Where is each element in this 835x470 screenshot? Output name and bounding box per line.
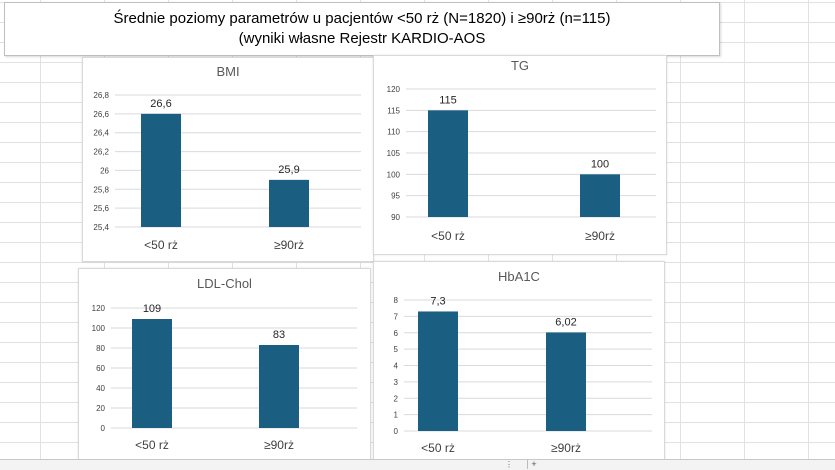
data-label: 7,3 [430, 295, 445, 307]
category-label: <50 rż [135, 438, 169, 452]
category-label: ≥90rż [264, 438, 294, 452]
y-tick-label: 115 [387, 106, 400, 115]
bar-0[interactable] [141, 113, 181, 227]
chart-title: TG [511, 58, 529, 73]
y-tick-label: 4 [394, 362, 399, 371]
title-line-1: Średnie poziomy parametrów u pacjentów <… [113, 10, 611, 27]
chart-svg: LDL-Chol 0 20 40 60 80 100 120 109 <50 rż 83 ≥90rż [92, 276, 357, 452]
y-tick-label: 26 [100, 166, 109, 175]
data-label: 25,9 [278, 164, 299, 176]
chart-svg: TG 90 95 100 105 110 115 120 115 <50 rż 100 ≥90rż [387, 58, 656, 243]
title-text-box[interactable]: Średnie poziomy parametrów u pacjentów <… [4, 2, 720, 56]
chart-svg: HbA1C 0 1 2 3 4 5 6 7 8 7,3 <50 rż 6,02 ≥90rż [394, 269, 652, 455]
y-tick-label: 26,2 [93, 148, 109, 157]
data-label: 100 [591, 158, 609, 170]
data-label: 115 [439, 94, 457, 106]
bar-0[interactable] [418, 311, 458, 431]
y-tick-label: 80 [96, 344, 105, 353]
y-tick-label: 26,4 [93, 129, 109, 138]
y-tick-label: 6 [394, 329, 399, 338]
chart-bmi[interactable]: BMI 25,4 25,6 25,8 26 26,2 26,4 26,6 26,8 26,6 <50… [82, 57, 374, 262]
category-label: ≥90rż [585, 229, 615, 243]
category-label: <50 rż [421, 441, 455, 455]
y-tick-label: 25,6 [93, 204, 109, 213]
title-line-2: (wyniki własne Rejestr KARDIO-AOS [238, 30, 486, 47]
category-label: <50 rż [144, 238, 178, 252]
add-sheet-button[interactable]: + [527, 460, 540, 469]
y-tick-label: 26,8 [93, 91, 109, 100]
chart-ldl-chol[interactable]: LDL-Chol 0 20 40 60 80 100 120 109 <50 rż 83 ≥90rż [78, 268, 371, 461]
y-tick-label: 110 [387, 128, 400, 137]
y-tick-label: 100 [92, 324, 106, 333]
chart-title: BMI [216, 64, 239, 79]
y-tick-label: 120 [92, 304, 106, 313]
chart-svg: BMI 25,4 25,6 25,8 26 26,2 26,4 26,6 26,8 26,6 <50… [93, 64, 361, 252]
sheet-status-bar: ⋮ + [0, 459, 835, 470]
y-tick-label: 3 [394, 378, 399, 387]
y-tick-label: 60 [96, 364, 105, 373]
scroll-handle-icon[interactable]: ⋮ [505, 460, 513, 469]
bar-1[interactable] [546, 332, 586, 431]
y-tick-label: 5 [394, 345, 399, 354]
data-label: 26,6 [150, 98, 171, 110]
y-tick-label: 7 [394, 312, 399, 321]
bar-0[interactable] [132, 319, 172, 428]
chart-hba1c[interactable]: HbA1C 0 1 2 3 4 5 6 7 8 7,3 <50 rż 6,02 ≥90rż [373, 261, 665, 461]
y-tick-label: 2 [394, 394, 399, 403]
data-label: 6,02 [555, 316, 576, 328]
bar-1[interactable] [580, 174, 620, 217]
y-tick-label: 120 [387, 85, 401, 94]
y-tick-label: 105 [387, 149, 401, 158]
y-tick-label: 90 [391, 213, 400, 222]
data-label: 109 [143, 303, 161, 315]
y-tick-label: 95 [391, 192, 400, 201]
y-tick-label: 20 [96, 404, 105, 413]
category-label: ≥90rż [551, 441, 581, 455]
bar-1[interactable] [259, 345, 299, 428]
y-tick-label: 25,4 [93, 223, 109, 232]
bar-1[interactable] [269, 179, 309, 227]
y-tick-label: 1 [394, 411, 399, 420]
y-tick-label: 40 [96, 384, 105, 393]
data-label: 83 [273, 329, 285, 341]
y-tick-label: 8 [394, 296, 399, 305]
y-tick-label: 0 [101, 424, 106, 433]
chart-title: HbA1C [498, 269, 540, 284]
y-tick-label: 0 [394, 427, 399, 436]
chart-tg[interactable]: TG 90 95 100 105 110 115 120 115 <50 rż 100 ≥90rż [373, 55, 667, 255]
y-tick-label: 100 [387, 170, 401, 179]
y-tick-label: 26,6 [93, 110, 109, 119]
y-tick-label: 25,8 [93, 185, 109, 194]
category-label: ≥90rż [274, 238, 304, 252]
category-label: <50 rż [431, 229, 465, 243]
chart-title: LDL-Chol [197, 276, 252, 291]
bar-0[interactable] [428, 110, 468, 217]
